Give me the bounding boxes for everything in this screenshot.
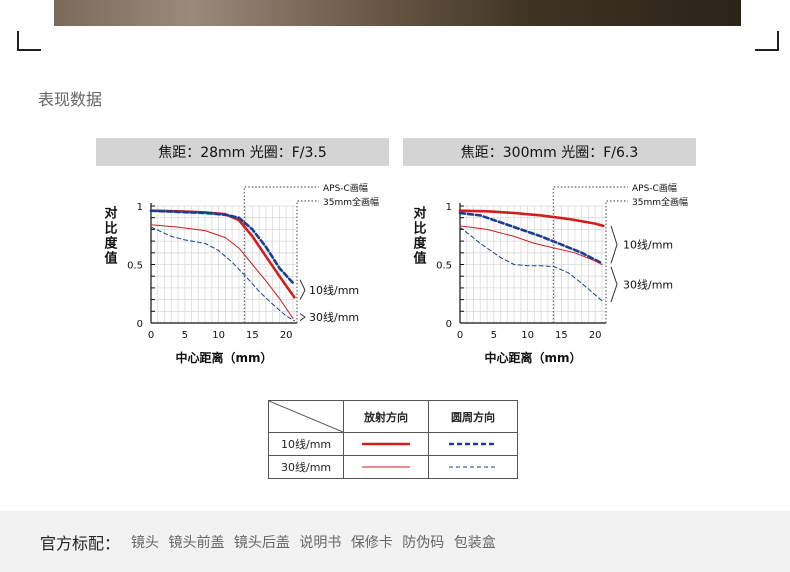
legend-corner-cell xyxy=(268,400,344,433)
legend-table: 放射方向 圆周方向 10线/mm 30线/mm xyxy=(268,400,518,479)
y-tick-label: 0 xyxy=(137,319,143,330)
legend-10-circ-swatch xyxy=(428,432,518,456)
mtf-series-line xyxy=(150,224,294,319)
mtf-series-line xyxy=(458,211,604,265)
mtf-series-line xyxy=(149,209,296,286)
footer-item: 保修卡 xyxy=(350,535,393,551)
legend-header-circumferential: 圆周方向 xyxy=(428,400,518,433)
legend-10-radial-swatch xyxy=(343,432,429,456)
apsc-boundary xyxy=(552,186,628,323)
brace-30-lines xyxy=(299,313,306,322)
diagonal-line-icon xyxy=(269,401,343,432)
hero-image-strip xyxy=(54,0,741,26)
section-title: 表现数据 xyxy=(38,90,103,109)
x-tick-label: 15 xyxy=(246,330,259,341)
fullframe-region-label: 35mm全画幅 xyxy=(632,196,688,208)
y-tick-label: 1 xyxy=(137,202,143,213)
fullframe-boundary xyxy=(296,200,319,323)
footer-item: 镜头 xyxy=(131,535,159,551)
footer-label: 官方标配： xyxy=(40,534,121,553)
x-tick-label: 0 xyxy=(457,330,463,341)
y-axis-label: 对比度值 xyxy=(104,206,118,267)
brace-label-30: 30线/mm xyxy=(309,310,359,324)
x-tick-label: 5 xyxy=(182,330,188,341)
chart-header-300mm: 焦距：300mm 光圈：F/6.3 xyxy=(403,138,696,166)
brace-label-10: 10线/mm xyxy=(309,283,359,297)
mtf-series-line xyxy=(458,209,605,228)
x-axis-label: 中心距离（mm） xyxy=(484,350,581,365)
footer-items: 镜头 镜头前盖 镜头后盖 说明书 保修卡 防伪码 包装盒 xyxy=(131,532,501,552)
footer-item: 镜头后盖 xyxy=(233,535,290,551)
footer-item: 防伪码 xyxy=(402,535,445,551)
chart-header-28mm: 焦距：28mm 光圈：F/3.5 xyxy=(96,138,389,166)
corner-bracket-right xyxy=(755,31,779,51)
brace-10-lines xyxy=(299,279,306,300)
footer-item: 镜头前盖 xyxy=(168,535,225,551)
brace-label-10: 10线/mm xyxy=(623,238,673,252)
x-tick-label: 10 xyxy=(521,330,534,341)
x-tick-label: 15 xyxy=(555,330,568,341)
apsc-region-label: APS-C画幅 xyxy=(323,182,368,194)
legend-30-circ-swatch xyxy=(428,455,518,479)
brace-label-30: 30线/mm xyxy=(623,277,673,291)
mtf-series-line xyxy=(150,226,295,322)
fullframe-boundary xyxy=(605,200,628,323)
mtf-series-line xyxy=(459,226,604,303)
legend-30-radial-swatch xyxy=(343,455,429,479)
x-tick-label: 10 xyxy=(212,330,225,341)
corner-bracket-left xyxy=(17,31,41,51)
y-tick-label: 0 xyxy=(446,319,452,330)
brace-30-lines xyxy=(610,266,618,303)
legend-row-30-label: 30线/mm xyxy=(268,455,344,479)
x-axis-label: 中心距离（mm） xyxy=(175,350,272,365)
mtf-series-line xyxy=(459,225,603,265)
apsc-region-label: APS-C画幅 xyxy=(632,182,677,194)
legend-header-radial: 放射方向 xyxy=(343,400,429,433)
legend-row-10-label: 10线/mm xyxy=(268,432,344,456)
footer-item: 包装盒 xyxy=(453,535,496,551)
y-tick-label: 1 xyxy=(446,202,452,213)
y-tick-label: 0.5 xyxy=(127,261,143,272)
fullframe-region-label: 35mm全画幅 xyxy=(323,196,379,208)
brace-10-lines xyxy=(610,225,618,264)
footer-item: 说明书 xyxy=(299,535,342,551)
x-tick-label: 20 xyxy=(589,330,602,341)
footer-bar xyxy=(0,511,790,572)
x-tick-label: 20 xyxy=(280,330,293,341)
apsc-boundary xyxy=(243,186,319,323)
y-tick-label: 0.5 xyxy=(436,261,452,272)
x-tick-label: 5 xyxy=(491,330,497,341)
y-axis-label: 对比度值 xyxy=(413,206,427,267)
x-tick-label: 0 xyxy=(148,330,154,341)
